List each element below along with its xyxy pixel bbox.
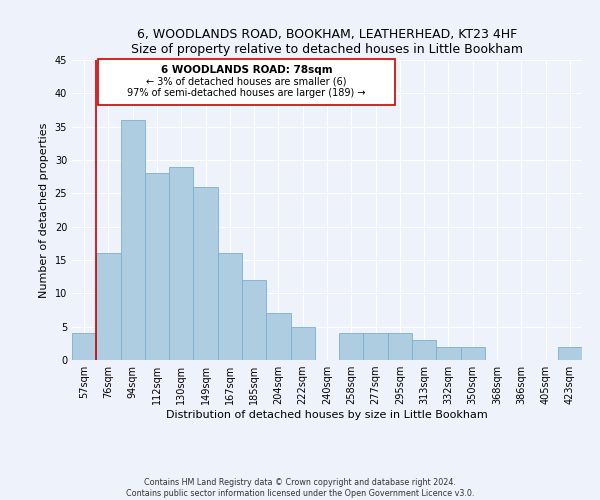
Text: Contains HM Land Registry data © Crown copyright and database right 2024.
Contai: Contains HM Land Registry data © Crown c… (126, 478, 474, 498)
Y-axis label: Number of detached properties: Number of detached properties (39, 122, 49, 298)
Text: 6 WOODLANDS ROAD: 78sqm: 6 WOODLANDS ROAD: 78sqm (161, 64, 332, 74)
Bar (558, 346, 582, 360)
Bar (72, 334, 96, 360)
Bar (436, 346, 461, 360)
X-axis label: Distribution of detached houses by size in Little Bookham: Distribution of detached houses by size … (166, 410, 488, 420)
Bar (193, 186, 218, 360)
Text: ← 3% of detached houses are smaller (6): ← 3% of detached houses are smaller (6) (146, 76, 347, 86)
Bar (412, 340, 436, 360)
Bar (266, 314, 290, 360)
Bar (461, 346, 485, 360)
Bar (98, 58, 395, 106)
Text: 97% of semi-detached houses are larger (189) →: 97% of semi-detached houses are larger (… (127, 88, 366, 98)
Bar (339, 334, 364, 360)
Bar (218, 254, 242, 360)
Bar (121, 120, 145, 360)
Bar (364, 334, 388, 360)
Bar (242, 280, 266, 360)
Bar (388, 334, 412, 360)
Bar (145, 174, 169, 360)
Bar (96, 254, 121, 360)
Title: 6, WOODLANDS ROAD, BOOKHAM, LEATHERHEAD, KT23 4HF
Size of property relative to d: 6, WOODLANDS ROAD, BOOKHAM, LEATHERHEAD,… (131, 28, 523, 56)
Bar (290, 326, 315, 360)
Bar (169, 166, 193, 360)
